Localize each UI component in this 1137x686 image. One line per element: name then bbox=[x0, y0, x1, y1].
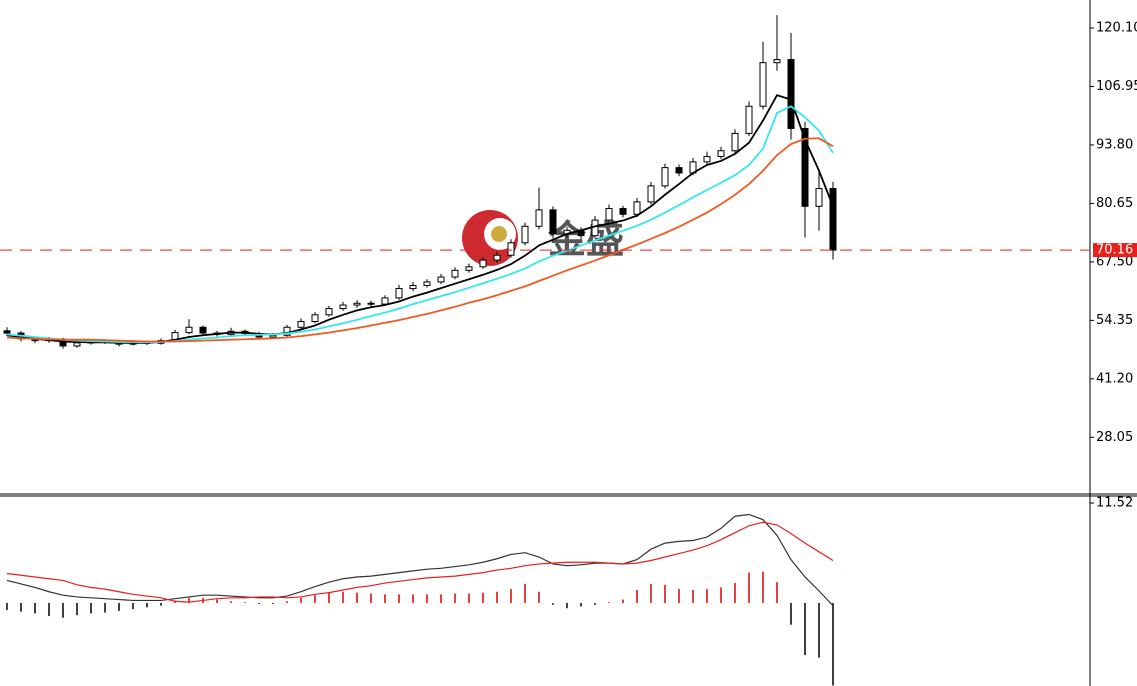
candle-body bbox=[395, 288, 403, 299]
candle-body bbox=[717, 150, 725, 158]
candle-body bbox=[801, 128, 809, 207]
candle-body bbox=[367, 302, 375, 305]
line-series bbox=[6, 94, 834, 344]
watermark-text: 金盛 bbox=[547, 218, 624, 262]
candle-body bbox=[773, 59, 781, 64]
candle-body bbox=[479, 259, 487, 268]
candle-body bbox=[675, 167, 683, 174]
candle-body bbox=[437, 276, 445, 283]
candle-body bbox=[731, 132, 739, 152]
candle-body bbox=[423, 281, 431, 286]
y-tick-label: 93.80 bbox=[1096, 137, 1133, 152]
candle-body bbox=[703, 156, 711, 163]
y-tick-label: 54.35 bbox=[1096, 313, 1133, 328]
logo-dot bbox=[491, 226, 507, 242]
y-tick-label: 120.10 bbox=[1096, 21, 1137, 36]
line-series bbox=[6, 513, 834, 607]
candle-body bbox=[493, 254, 501, 261]
candle-body bbox=[269, 334, 277, 338]
candle-body bbox=[759, 62, 767, 107]
candle-body bbox=[409, 284, 417, 290]
candle-body bbox=[535, 209, 543, 227]
candle-body bbox=[787, 59, 795, 130]
candle-body bbox=[633, 201, 641, 215]
y-tick-label: 67.50 bbox=[1096, 254, 1133, 269]
candle-body bbox=[815, 188, 823, 207]
candle-body bbox=[507, 242, 515, 256]
candle-body bbox=[353, 302, 361, 306]
candle-body bbox=[829, 188, 837, 251]
y-tick-label: 80.65 bbox=[1096, 196, 1133, 211]
candle-body bbox=[619, 208, 627, 215]
y-tick-label: 106.95 bbox=[1096, 79, 1137, 94]
candle-body bbox=[647, 185, 655, 203]
candle-body bbox=[381, 297, 389, 305]
candle-body bbox=[591, 219, 599, 237]
candle-body bbox=[325, 308, 333, 316]
candle-body bbox=[297, 320, 305, 328]
candle-body bbox=[549, 209, 557, 235]
candle-body bbox=[745, 105, 753, 134]
candle-body bbox=[661, 167, 669, 187]
candle-body bbox=[465, 266, 473, 271]
candle-body bbox=[283, 326, 291, 336]
y-tick-label: 41.20 bbox=[1096, 371, 1133, 386]
y-tick-label: 11.52 bbox=[1096, 496, 1133, 511]
candle-body bbox=[311, 314, 319, 322]
candle-body bbox=[521, 225, 529, 244]
current-price-box bbox=[1093, 243, 1137, 258]
candle-body bbox=[199, 326, 207, 334]
line-series bbox=[6, 105, 834, 344]
candle-body bbox=[451, 269, 459, 278]
candle-body bbox=[3, 330, 11, 334]
line-series bbox=[6, 137, 834, 343]
current-price-label: 70.16 bbox=[1096, 243, 1133, 258]
watermark: 金盛 bbox=[462, 210, 624, 266]
y-tick-label: 28.05 bbox=[1096, 430, 1133, 445]
candle-body bbox=[605, 208, 613, 221]
candle-body bbox=[73, 342, 81, 347]
candle-body bbox=[185, 326, 193, 334]
line-series bbox=[6, 521, 834, 603]
candle-body bbox=[339, 304, 347, 310]
